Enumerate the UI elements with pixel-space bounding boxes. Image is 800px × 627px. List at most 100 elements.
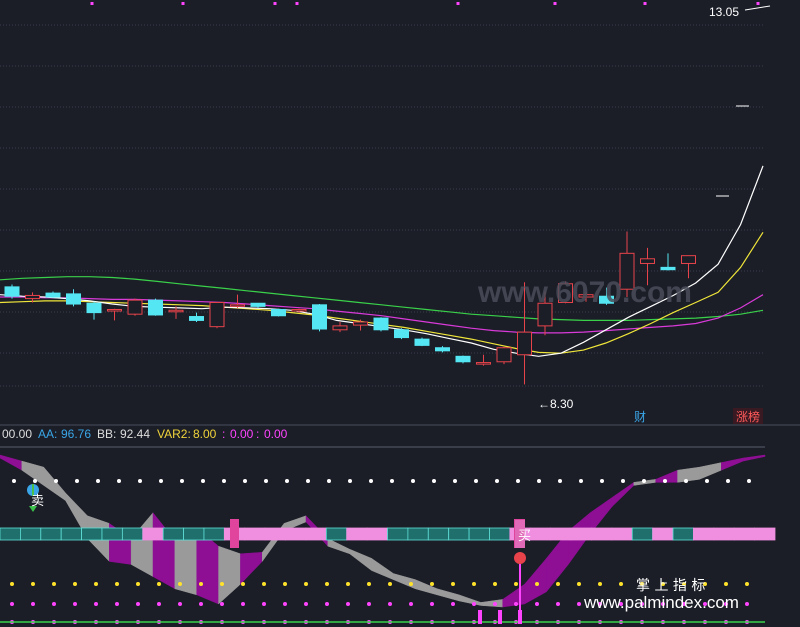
bb-label: BB: [97,427,116,441]
candle-body-11 [230,304,245,307]
segment-33 [672,527,694,541]
dot-r1-33 [703,582,707,586]
segment-36 [733,527,756,541]
dot-r1-31 [661,582,665,586]
segment-2 [40,527,62,541]
dot-r0-12 [264,479,268,483]
dot-r0-29 [621,479,625,483]
top-tick-1 [181,2,185,5]
dot-r1-22 [472,582,476,586]
candle-body-23 [476,362,491,365]
dot-r0-2 [54,479,58,483]
dot-r1-7 [157,582,161,586]
dot-r0-3 [75,479,79,483]
candle-body-29 [599,295,614,304]
candle-body-18 [373,317,389,331]
dot-r2-7 [157,602,161,606]
dot-r1-18 [388,582,392,586]
sell-label: 卖 [31,493,44,508]
dot-r2-25 [535,602,539,606]
candle-body-1 [25,294,40,300]
dot-r1-34 [724,582,728,586]
signal-bar-0 [478,610,482,624]
sep-1: : [222,427,225,441]
dot-r2-10 [220,602,224,606]
dot-r1-24 [514,582,518,586]
candle-body-33 [681,255,696,264]
dot-r0-1 [33,479,37,483]
price-high-label: 13.05 [709,5,739,19]
marker-zhangbang: 涨榜 [736,409,760,424]
indicator-band [0,454,766,608]
dot-r2-24 [514,602,518,606]
dot-r0-6 [138,479,142,483]
dot-r0-11 [243,479,247,483]
dot-r2-21 [451,602,455,606]
candle-body-22 [455,355,471,363]
segment-8 [162,527,184,541]
segment-18 [366,527,388,541]
dot-r1-17 [367,582,371,586]
dot-r2-34 [724,602,728,606]
candle-body-8 [168,309,184,313]
dot-r1-2 [52,582,56,586]
segment-30 [611,527,633,541]
extra-value-1: 0.00 [230,427,254,441]
candle-body-15 [312,304,327,330]
dot-r2-32 [682,602,686,606]
dot-r2-16 [346,602,350,606]
segment-21 [427,527,450,541]
dot-r0-21 [453,479,457,483]
dot-r1-16 [346,582,350,586]
dot-r0-13 [285,479,289,483]
dot-r0-7 [159,479,163,483]
dot-r2-13 [283,602,287,606]
ma-green-path [0,276,764,321]
dot-r1-1 [31,582,35,586]
candle-body-30 [619,252,635,290]
dot-r1-32 [682,582,686,586]
dot-r2-4 [94,602,98,606]
dot-r2-5 [115,602,119,606]
segment-7 [142,527,164,541]
candle-body-6 [127,299,143,315]
dot-r1-0 [10,582,14,586]
segment-9 [183,527,205,541]
segment-34 [693,527,715,541]
dot-r2-18 [388,602,392,606]
marker-zhangbang-bg [733,408,763,424]
segment-29 [591,527,613,541]
segment-24 [489,527,511,541]
dot-r1-9 [199,582,203,586]
candle-body-26 [537,302,553,327]
var2-label: VAR2: [157,427,191,441]
price-low-label: ←8.30 [538,397,574,411]
dot-r0-30 [642,479,646,483]
dot-r2-14 [304,602,308,606]
segment-1 [19,527,42,541]
candle-body-25 [517,331,532,356]
candle-body-14 [291,308,307,312]
dot-r2-23 [493,602,497,606]
buy-signal-icon [514,552,526,564]
dot-r1-4 [94,582,98,586]
dot-r2-22 [472,602,476,606]
dot-r1-6 [136,582,140,586]
dot-r2-6 [136,602,140,606]
candle-body-10 [209,301,225,328]
dot-r2-20 [430,602,434,606]
candle-body-20 [414,338,430,346]
segment-marker-1 [230,519,239,548]
candle-body-24 [496,347,512,363]
dot-r2-29 [619,602,623,606]
dot-r2-30 [640,602,644,606]
segment-17 [346,527,368,541]
dot-r2-27 [577,602,581,606]
brand-url: www.palmindex.com [583,593,739,612]
dot-r1-5 [115,582,119,586]
buy-highlight [515,520,525,548]
dot-r0-14 [306,479,310,483]
dot-r2-3 [73,602,77,606]
dot-r2-8 [178,602,182,606]
